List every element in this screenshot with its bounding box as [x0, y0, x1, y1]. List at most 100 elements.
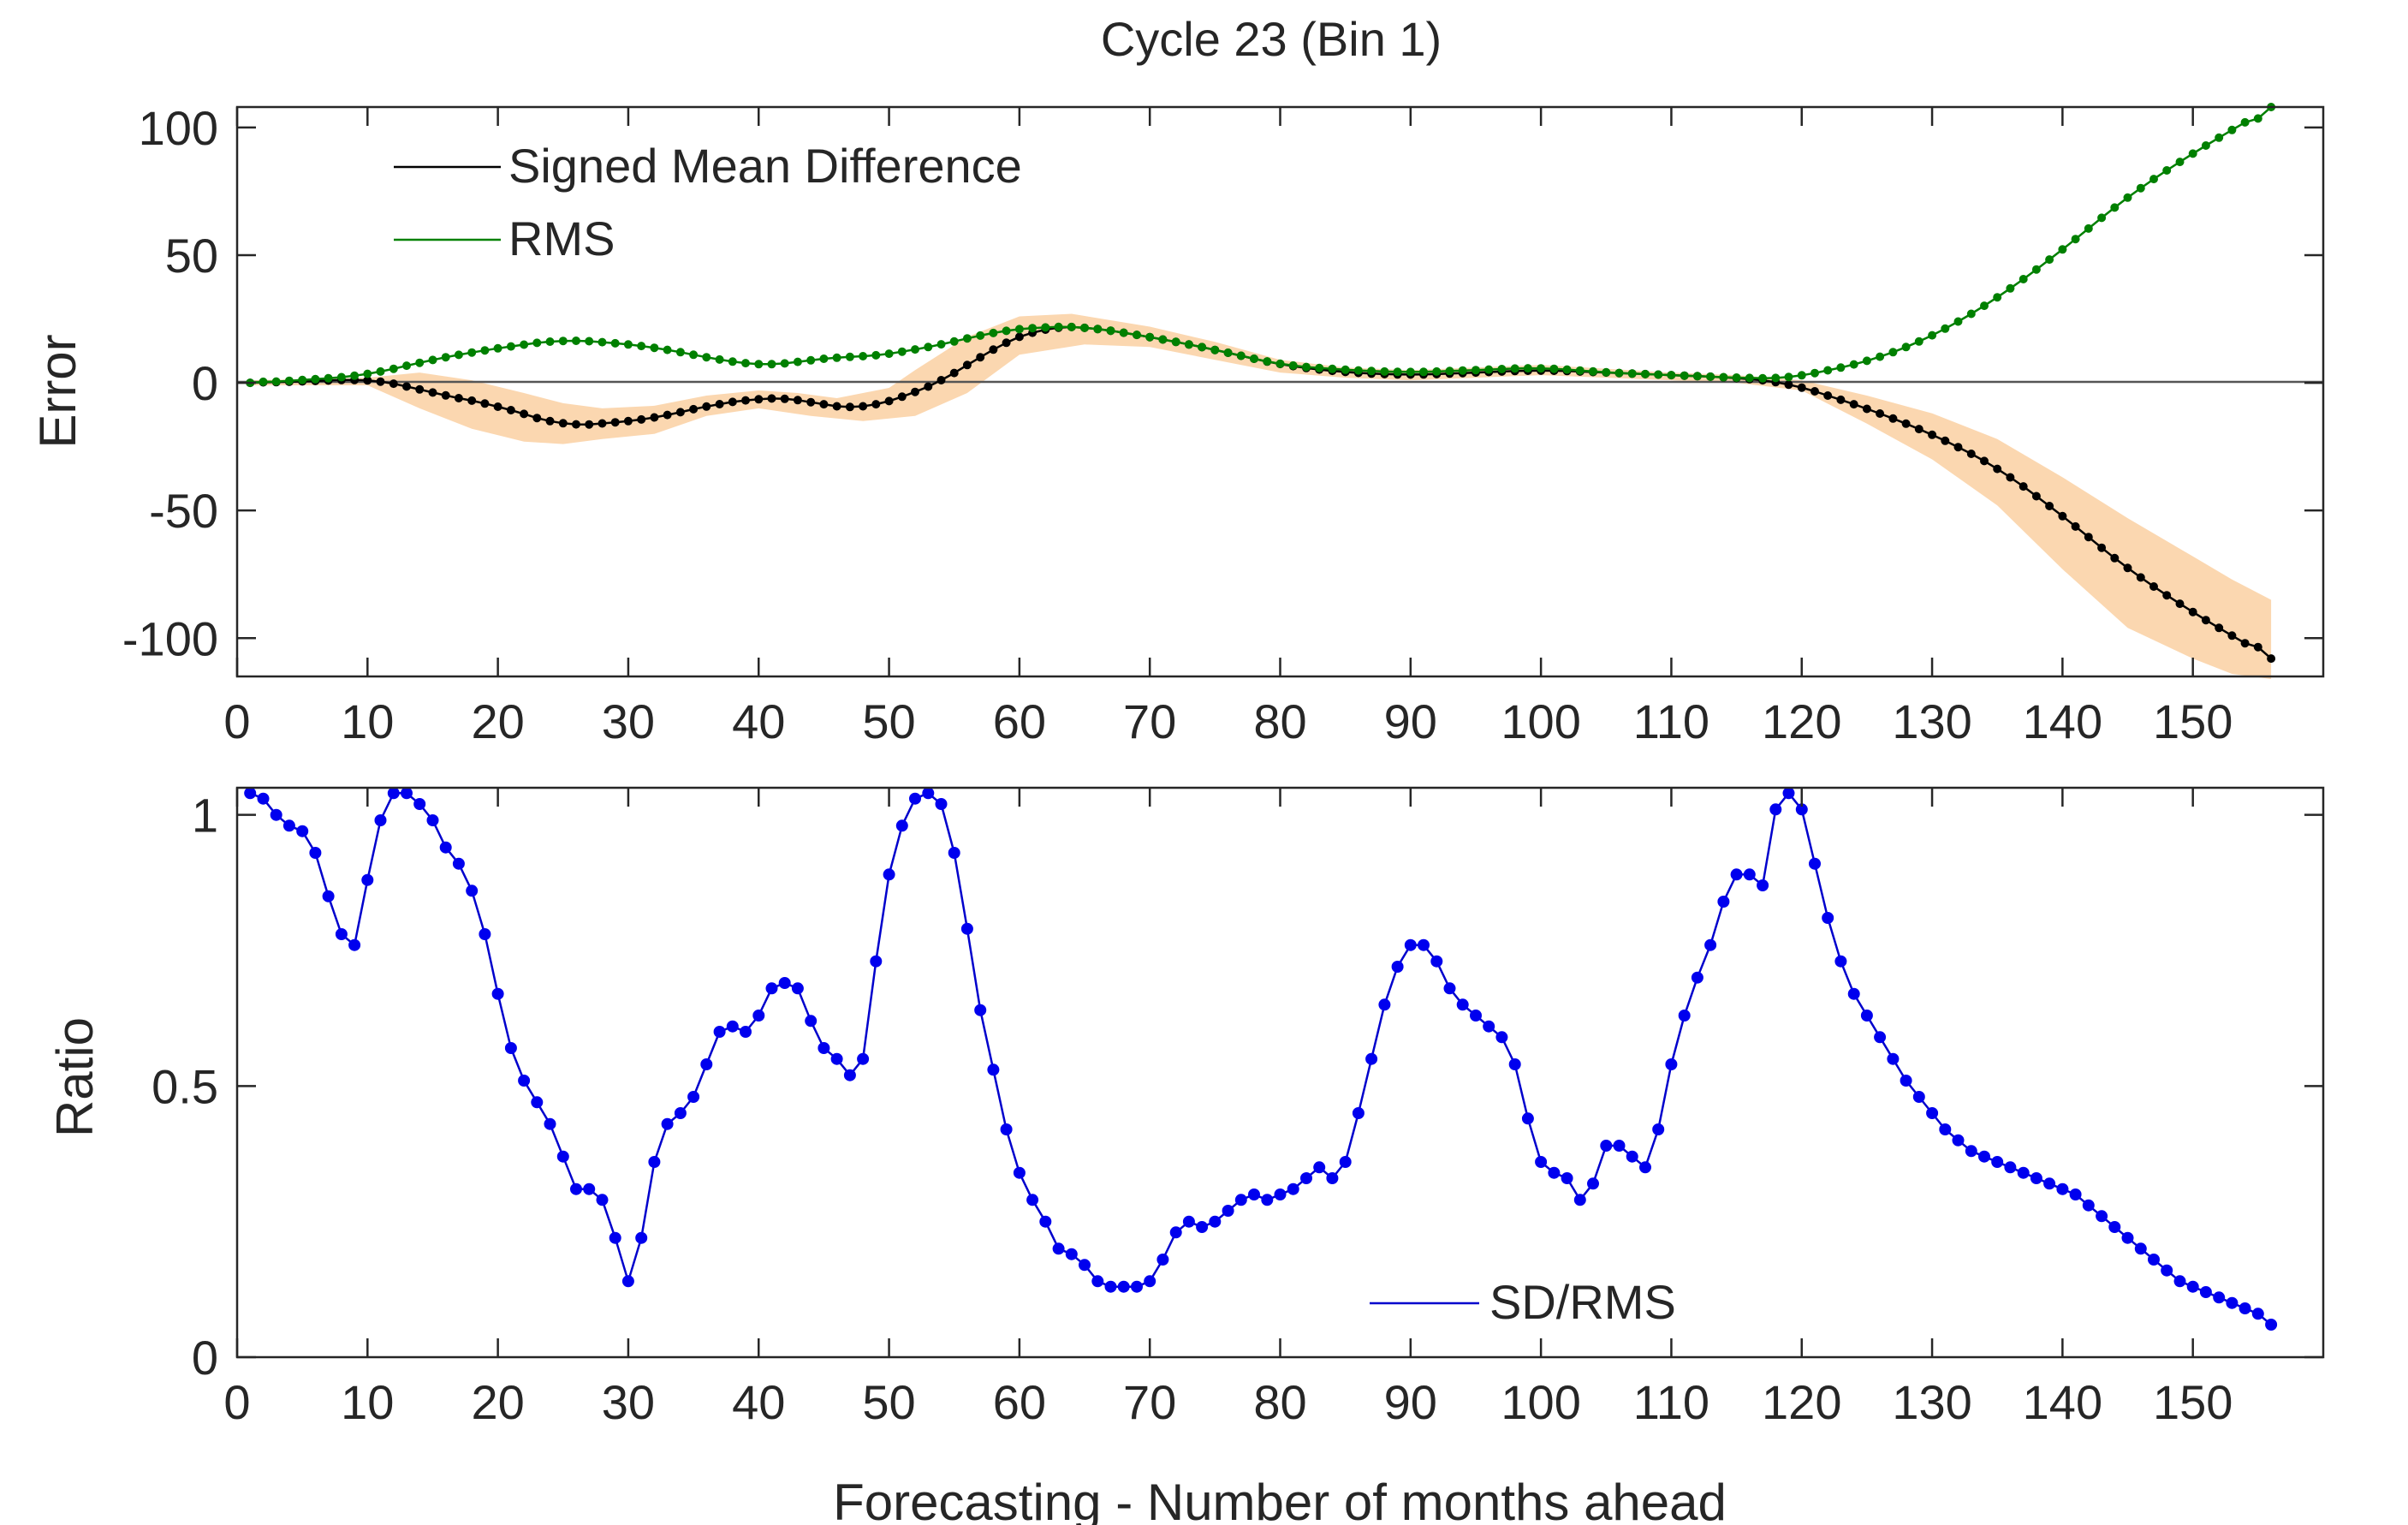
- data-point-signed-mean-difference: [741, 396, 750, 405]
- data-point-rms: [2031, 265, 2041, 274]
- data-point-rms: [1432, 366, 1442, 376]
- data-point-sd-rms: [1131, 1280, 1143, 1293]
- data-point-signed-mean-difference: [2110, 553, 2120, 563]
- data-point-sd-rms: [2082, 1199, 2095, 1212]
- data-point-rms: [936, 340, 946, 349]
- data-point-sd-rms: [583, 1182, 596, 1195]
- data-point-sd-rms: [2017, 1166, 2030, 1179]
- data-point-rms: [859, 352, 868, 360]
- error-x-tick-label: 70: [1123, 694, 1176, 748]
- data-point-rms: [1888, 348, 1898, 357]
- ratio-x-tick-label: 20: [471, 1375, 524, 1429]
- data-point-sd-rms: [1287, 1182, 1299, 1195]
- error-x-tick-label: 120: [1762, 694, 1841, 748]
- data-point-signed-mean-difference: [2031, 491, 2041, 501]
- ratio-x-tick-label: 100: [1501, 1375, 1580, 1429]
- data-point-rms: [623, 340, 633, 349]
- data-point-rms: [2188, 149, 2197, 158]
- data-point-rms: [728, 357, 737, 366]
- data-point-rms: [1198, 343, 1207, 352]
- data-point-sd-rms: [1847, 987, 1860, 1000]
- ratio-x-tick-label: 0: [223, 1375, 250, 1429]
- data-point-sd-rms: [1900, 1075, 1912, 1087]
- data-point-rms: [1367, 366, 1376, 376]
- data-point-signed-mean-difference: [911, 387, 919, 396]
- data-point-signed-mean-difference: [767, 394, 776, 403]
- data-point-signed-mean-difference: [754, 395, 764, 404]
- data-point-rms: [2071, 235, 2080, 244]
- data-point-signed-mean-difference: [467, 396, 477, 405]
- data-point-sd-rms: [1691, 971, 1703, 984]
- data-point-sd-rms: [1117, 1280, 1130, 1293]
- data-point-rms: [1184, 340, 1193, 349]
- error-x-tick-label: 30: [602, 694, 655, 748]
- data-point-signed-mean-difference: [389, 379, 398, 389]
- data-point-rms: [924, 343, 933, 352]
- data-point-sd-rms: [765, 982, 778, 995]
- data-point-sd-rms: [282, 819, 295, 832]
- data-point-sd-rms: [1483, 1020, 1495, 1033]
- data-point-rms: [1236, 351, 1246, 360]
- data-point-sd-rms: [1912, 1091, 1925, 1103]
- data-point-signed-mean-difference: [572, 420, 580, 429]
- data-point-rms: [1171, 337, 1180, 347]
- data-point-sd-rms: [1443, 982, 1456, 995]
- data-point-signed-mean-difference: [610, 418, 620, 427]
- data-point-sd-rms: [1248, 1188, 1260, 1200]
- data-point-rms: [1497, 365, 1507, 373]
- data-point-signed-mean-difference: [1993, 464, 2002, 474]
- data-point-rms: [1667, 371, 1676, 380]
- data-point-sd-rms: [1222, 1205, 1234, 1217]
- data-point-rms: [2149, 175, 2158, 184]
- data-point-sd-rms: [1339, 1156, 1352, 1168]
- data-point-sd-rms: [1965, 1145, 1977, 1158]
- data-point-sd-rms: [2004, 1161, 2017, 1174]
- data-point-sd-rms: [1704, 938, 1717, 951]
- data-point-rms: [402, 361, 411, 371]
- data-point-sd-rms: [1156, 1254, 1169, 1266]
- data-point-sd-rms: [843, 1069, 856, 1081]
- data-point-rms: [572, 337, 580, 345]
- ratio-x-tick-label: 10: [341, 1375, 394, 1429]
- data-point-sd-rms: [1079, 1259, 1091, 1272]
- error-x-tick-label: 40: [732, 694, 785, 748]
- chart-title: Cycle 23 (Bin 1): [1101, 12, 1442, 66]
- data-point-sd-rms: [2239, 1302, 2251, 1314]
- data-point-rms: [1562, 365, 1572, 374]
- data-point-rms: [1002, 326, 1011, 336]
- data-point-rms: [324, 373, 333, 383]
- data-point-rms: [1589, 366, 1597, 376]
- data-point-signed-mean-difference: [545, 416, 555, 426]
- data-point-rms: [2175, 158, 2185, 167]
- data-point-sd-rms: [830, 1052, 843, 1065]
- data-point-rms: [767, 360, 776, 369]
- data-point-signed-mean-difference: [780, 394, 789, 403]
- data-point-rms: [467, 348, 477, 357]
- data-point-rms: [806, 355, 816, 365]
- data-point-rms: [1993, 293, 2002, 302]
- data-point-rms: [1158, 335, 1168, 344]
- data-point-signed-mean-difference: [1836, 395, 1846, 404]
- data-point-rms: [350, 371, 360, 380]
- data-point-rms: [558, 337, 568, 346]
- data-point-sd-rms: [818, 1042, 830, 1054]
- data-point-rms: [389, 364, 398, 373]
- error-x-tick-label: 60: [993, 694, 1046, 748]
- data-point-rms: [610, 338, 620, 348]
- data-point-sd-rms: [2043, 1177, 2056, 1190]
- data-point-signed-mean-difference: [1810, 387, 1819, 396]
- data-point-rms: [1380, 366, 1389, 376]
- data-point-signed-mean-difference: [2019, 482, 2028, 491]
- data-point-sd-rms: [531, 1096, 544, 1109]
- data-point-rms: [2084, 223, 2093, 233]
- data-point-rms: [2227, 125, 2237, 134]
- data-point-signed-mean-difference: [663, 410, 672, 420]
- error-x-tick-label: 80: [1253, 694, 1306, 748]
- data-point-rms: [1302, 362, 1311, 372]
- data-point-sd-rms: [596, 1194, 609, 1206]
- data-point-sd-rms: [1169, 1226, 1182, 1239]
- data-point-signed-mean-difference: [585, 420, 594, 429]
- data-point-sd-rms: [1404, 938, 1417, 951]
- data-point-rms: [2162, 166, 2172, 175]
- data-point-signed-mean-difference: [1941, 436, 1950, 445]
